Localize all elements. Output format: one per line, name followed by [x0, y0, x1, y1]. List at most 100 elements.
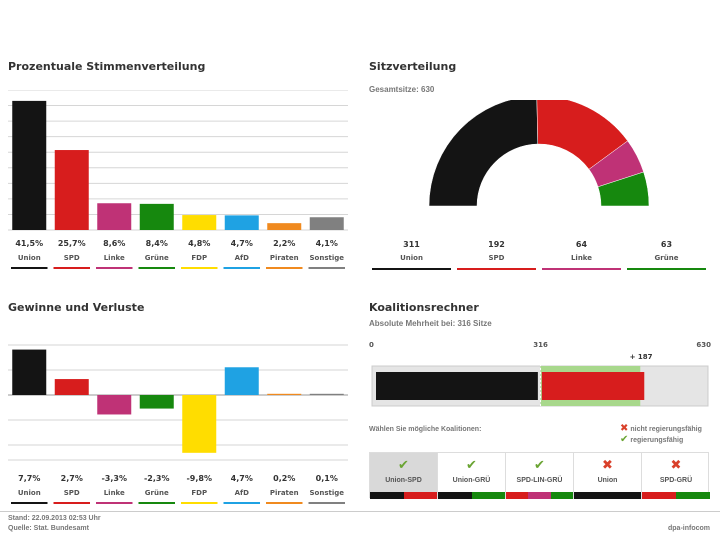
coalition-color-strip — [438, 492, 505, 499]
coalition-segment-spd — [541, 372, 645, 400]
gain-value-label: 0,2% — [273, 474, 295, 483]
gain-value-label: -3,3% — [101, 474, 127, 483]
category-label: Union — [18, 254, 41, 262]
gain-value-label: 7,7% — [18, 474, 40, 483]
seats-total: Gesamtsitze: 630 — [369, 85, 435, 94]
bar-sonstige — [309, 217, 344, 230]
coalition-color-spd — [506, 492, 529, 499]
gains-chart: 7,7% Union 2,7% SPD -3,3% Linke -2,3% Grüne -9,8… — [8, 344, 348, 504]
category-label: Grüne — [145, 254, 169, 262]
gain-bar-piraten — [267, 393, 302, 395]
seat-value-label: 63 — [661, 240, 672, 249]
seat-value-label: 64 — [576, 240, 588, 249]
coalition-color-gruene — [471, 492, 505, 499]
legend-governable: ✔ regierungsfähig — [620, 434, 683, 445]
value-label: 8,6% — [103, 239, 125, 248]
coalition-segment-union — [376, 372, 538, 400]
check-icon: ✔ — [620, 434, 629, 445]
cross-icon: ✖ — [620, 423, 629, 434]
coalition-title: Koalitionsrechner — [369, 301, 479, 314]
cross-icon: ✖ — [670, 457, 682, 472]
seats-title: Sitzverteilung — [369, 60, 457, 73]
bar-afd — [224, 215, 259, 230]
value-label: 4,8% — [188, 239, 210, 248]
bar-union — [12, 100, 47, 230]
footer-brand: dpa-infocom — [668, 525, 710, 532]
value-label: 4,7% — [231, 239, 253, 248]
vote-share-chart: 41,5% Union 25,7% SPD 8,6% Linke 8,4% Grüne 4,8%… — [8, 90, 348, 269]
gain-value-label: 2,7% — [61, 474, 83, 483]
gain-value-label: 0,1% — [316, 474, 338, 483]
gain-bar-sonstige — [309, 393, 344, 395]
surplus-label: + 187 — [630, 353, 653, 361]
scale-start-label: 0 — [369, 341, 374, 349]
value-label: 8,4% — [146, 239, 168, 248]
gain-category-label: Sonstige — [309, 489, 344, 497]
gain-value-label: -2,3% — [144, 474, 170, 483]
category-label: FDP — [191, 254, 207, 262]
coalition-color-gruene — [550, 492, 573, 499]
footer-source: Quelle: Stat. Bundesamt — [8, 525, 89, 532]
coalition-option-label: Union — [597, 477, 618, 484]
cross-icon: ✖ — [602, 457, 613, 472]
gain-value-label: -9,8% — [186, 474, 212, 483]
scale-majority-label: 316 — [533, 341, 548, 349]
seat-category-label: Union — [400, 254, 423, 262]
seat-category-label: Grüne — [655, 254, 679, 262]
coalition-color-strip — [370, 492, 437, 499]
majority-label: Absolute Mehrheit bei: 316 Sitze — [369, 319, 492, 328]
bar-piraten — [267, 223, 302, 230]
category-label: Linke — [104, 254, 125, 262]
coalition-color-strip — [642, 492, 710, 499]
check-icon: ✔ — [466, 457, 477, 472]
coalition-option-spd-lin-gruene[interactable]: ✔ SPD-LIN-GRÜ — [506, 453, 574, 499]
coalition-option-union-gruene[interactable]: ✔ Union-GRÜ — [438, 453, 506, 499]
gain-category-label: Linke — [104, 489, 125, 497]
vote-share-title: Prozentuale Stimmenverteilung — [8, 60, 206, 73]
coalition-color-union — [438, 492, 472, 499]
gain-bar-spd — [54, 379, 89, 395]
gain-bar-afd — [224, 367, 259, 395]
category-label: Sonstige — [309, 254, 344, 262]
seat-value-label: 192 — [488, 240, 505, 249]
value-label: 41,5% — [15, 239, 43, 248]
coalition-color-union — [370, 492, 404, 499]
seat-slice-union — [428, 100, 539, 207]
gain-bar-fdp — [182, 395, 217, 453]
gain-value-label: 4,7% — [231, 474, 253, 483]
coalition-option-label: Union-SPD — [385, 477, 422, 484]
coalition-option-spd-gruene[interactable]: ✖ SPD-GRÜ — [642, 453, 710, 499]
legend-check-label: regierungsfähig — [630, 437, 684, 444]
gain-category-label: FDP — [191, 489, 207, 497]
gain-category-label: Grüne — [145, 489, 169, 497]
check-icon: ✔ — [398, 457, 409, 472]
scale-end-label: 630 — [696, 341, 711, 349]
coalition-option-union-spd[interactable]: ✔ Union-SPD — [370, 453, 438, 499]
footer-divider — [0, 511, 720, 512]
coalition-option-label: Union-GRÜ — [452, 477, 491, 484]
gain-bar-gruene — [139, 395, 174, 409]
coalition-color-strip — [574, 492, 641, 499]
coalition-option-label: SPD-LIN-GRÜ — [516, 477, 563, 484]
legend-not-governable: ✖ nicht regierungsfähig — [620, 423, 702, 434]
coalition-color-gruene — [676, 492, 710, 499]
category-label: AfD — [235, 254, 249, 262]
gain-category-label: Union — [18, 489, 41, 497]
coalition-option-union[interactable]: ✖ Union — [574, 453, 642, 499]
bar-linke — [97, 203, 132, 230]
coalition-options: ✔ Union-SPD ✔ Union-GRÜ ✔ SPD-LIN-GRÜ ✖ … — [369, 452, 710, 499]
seat-category-label: SPD — [489, 254, 505, 262]
coalition-color-spd — [642, 492, 676, 499]
category-label: Piraten — [270, 254, 299, 262]
coalition-color-strip — [506, 492, 573, 499]
value-label: 4,1% — [316, 239, 338, 248]
coalition-color-spd — [403, 492, 437, 499]
gain-category-label: Piraten — [270, 489, 299, 497]
check-icon: ✔ — [534, 457, 545, 472]
value-label: 2,2% — [273, 239, 295, 248]
coalition-bar: 0 316 630 + 187 — [369, 341, 711, 408]
legend-cross-label: nicht regierungsfähig — [630, 426, 702, 433]
bar-spd — [54, 150, 89, 230]
bar-fdp — [182, 215, 217, 230]
coalition-option-label: SPD-GRÜ — [659, 477, 693, 484]
